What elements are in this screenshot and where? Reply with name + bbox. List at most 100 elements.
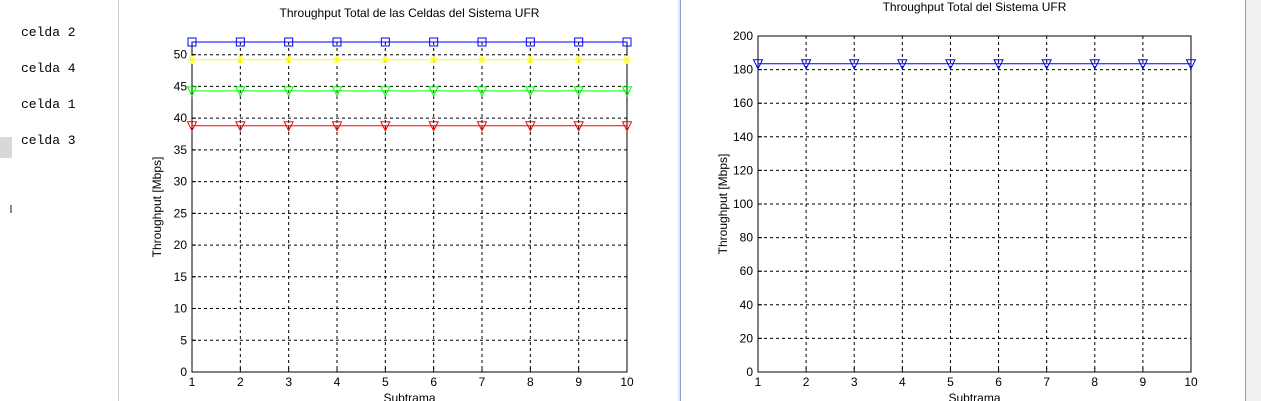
y-tick-label: 0 bbox=[746, 365, 753, 379]
data-point bbox=[284, 37, 294, 47]
data-point bbox=[993, 59, 1004, 70]
data-point bbox=[429, 55, 438, 64]
data-point bbox=[283, 121, 294, 132]
x-axis-label: Subtrama bbox=[948, 391, 1000, 401]
x-tick-label: 7 bbox=[479, 375, 486, 389]
plot-area bbox=[191, 41, 628, 373]
y-axis-label: Throughput [Mbps] bbox=[716, 154, 730, 255]
x-tick-label: 10 bbox=[1184, 375, 1198, 389]
variable-list-panel: celda 2 celda 4 celda 1 celda 3 bbox=[0, 0, 118, 401]
selection-marker bbox=[0, 137, 12, 158]
data-point bbox=[897, 59, 908, 70]
data-point bbox=[333, 55, 341, 64]
x-tick-label: 4 bbox=[334, 375, 341, 389]
data-point bbox=[236, 55, 245, 64]
data-point bbox=[476, 86, 488, 97]
data-point bbox=[1185, 59, 1197, 70]
data-point bbox=[573, 86, 584, 97]
data-point bbox=[429, 37, 439, 47]
x-tick-label: 8 bbox=[1091, 375, 1098, 389]
y-tick-label: 180 bbox=[733, 63, 753, 77]
data-point bbox=[331, 121, 343, 132]
data-point bbox=[525, 121, 536, 132]
data-point bbox=[525, 86, 536, 97]
figure-window-cells: Throughput Total de las Celdas del Siste… bbox=[118, 0, 680, 401]
cell-list-item[interactable]: celda 3 bbox=[21, 133, 76, 148]
cell-list-item[interactable]: celda 4 bbox=[21, 61, 76, 76]
data-point bbox=[186, 86, 198, 97]
x-tick-label: 7 bbox=[1043, 375, 1050, 389]
cell-list-item[interactable]: celda 1 bbox=[21, 97, 76, 112]
y-tick-label: 0 bbox=[180, 365, 187, 379]
data-point bbox=[235, 121, 246, 132]
cell-list-item[interactable]: celda 2 bbox=[21, 25, 76, 40]
window-edge bbox=[1246, 0, 1261, 401]
data-point bbox=[331, 86, 343, 97]
data-point bbox=[380, 86, 391, 97]
y-axis-label: Throughput [Mbps] bbox=[150, 157, 164, 258]
data-point bbox=[526, 55, 535, 64]
data-point bbox=[621, 86, 633, 97]
figure-window-system: Throughput Total del Sistema UFR 1 2 3 4 5 6 7 8… bbox=[680, 0, 1247, 401]
data-point bbox=[525, 37, 535, 47]
chart-title: Throughput Total del Sistema UFR bbox=[883, 0, 1067, 14]
data-point bbox=[235, 37, 245, 47]
y-tick-label: 10 bbox=[174, 302, 188, 316]
x-tick-label: 10 bbox=[620, 375, 634, 389]
chart-title: Throughput Total de las Celdas del Siste… bbox=[280, 6, 540, 20]
x-tick-label: 1 bbox=[189, 375, 196, 389]
x-tick-label: 9 bbox=[1140, 375, 1147, 389]
data-point bbox=[478, 55, 486, 64]
y-tick-label: 15 bbox=[174, 270, 188, 284]
y-tick-label: 80 bbox=[740, 231, 754, 245]
data-point bbox=[622, 37, 632, 47]
y-tick-label: 200 bbox=[733, 29, 753, 43]
data-point bbox=[477, 37, 487, 47]
data-point bbox=[1137, 59, 1149, 70]
data-point bbox=[752, 59, 764, 70]
data-point bbox=[186, 121, 198, 132]
data-point bbox=[283, 86, 294, 97]
y-tick-label: 5 bbox=[180, 333, 187, 347]
y-tick-label: 140 bbox=[733, 130, 753, 144]
data-point bbox=[332, 37, 342, 47]
data-point bbox=[187, 37, 197, 47]
x-tick-label: 8 bbox=[527, 375, 534, 389]
data-point bbox=[623, 55, 631, 64]
data-point bbox=[380, 121, 391, 132]
data-point bbox=[574, 55, 583, 64]
x-tick-label: 6 bbox=[430, 375, 437, 389]
y-tick-label: 50 bbox=[174, 48, 188, 62]
window-separator bbox=[678, 0, 680, 401]
y-tick-label: 20 bbox=[174, 238, 188, 252]
x-tick-label: 1 bbox=[755, 375, 762, 389]
y-tick-label: 160 bbox=[733, 96, 753, 110]
data-point bbox=[476, 121, 488, 132]
throughput-system-chart: Throughput Total del Sistema UFR 1 2 3 4 5 6 7 8… bbox=[716, 0, 1198, 401]
data-point bbox=[574, 37, 584, 47]
x-tick-label: 9 bbox=[575, 375, 582, 389]
data-point bbox=[800, 59, 812, 70]
panel-edge-tick bbox=[10, 205, 12, 213]
x-tick-label: 2 bbox=[237, 375, 244, 389]
y-tick-label: 30 bbox=[174, 175, 188, 189]
x-tick-label: 3 bbox=[285, 375, 292, 389]
y-tick-label: 40 bbox=[740, 298, 754, 312]
y-tick-label: 40 bbox=[174, 111, 188, 125]
y-tick-label: 20 bbox=[740, 331, 754, 345]
x-axis-label: Subtrama bbox=[383, 391, 435, 401]
throughput-cells-chart: Throughput Total de las Celdas del Siste… bbox=[150, 6, 634, 401]
x-tick-label: 5 bbox=[382, 375, 389, 389]
data-point bbox=[573, 121, 584, 132]
data-point bbox=[235, 86, 246, 97]
data-point bbox=[945, 59, 956, 70]
data-point bbox=[428, 86, 439, 97]
y-tick-label: 45 bbox=[174, 79, 188, 93]
x-tick-label: 5 bbox=[947, 375, 954, 389]
y-tick-label: 35 bbox=[174, 143, 188, 157]
x-tick-label: 3 bbox=[851, 375, 858, 389]
x-tick-label: 6 bbox=[995, 375, 1002, 389]
data-point bbox=[381, 55, 390, 64]
data-point bbox=[1089, 59, 1101, 70]
y-tick-label: 120 bbox=[733, 163, 753, 177]
